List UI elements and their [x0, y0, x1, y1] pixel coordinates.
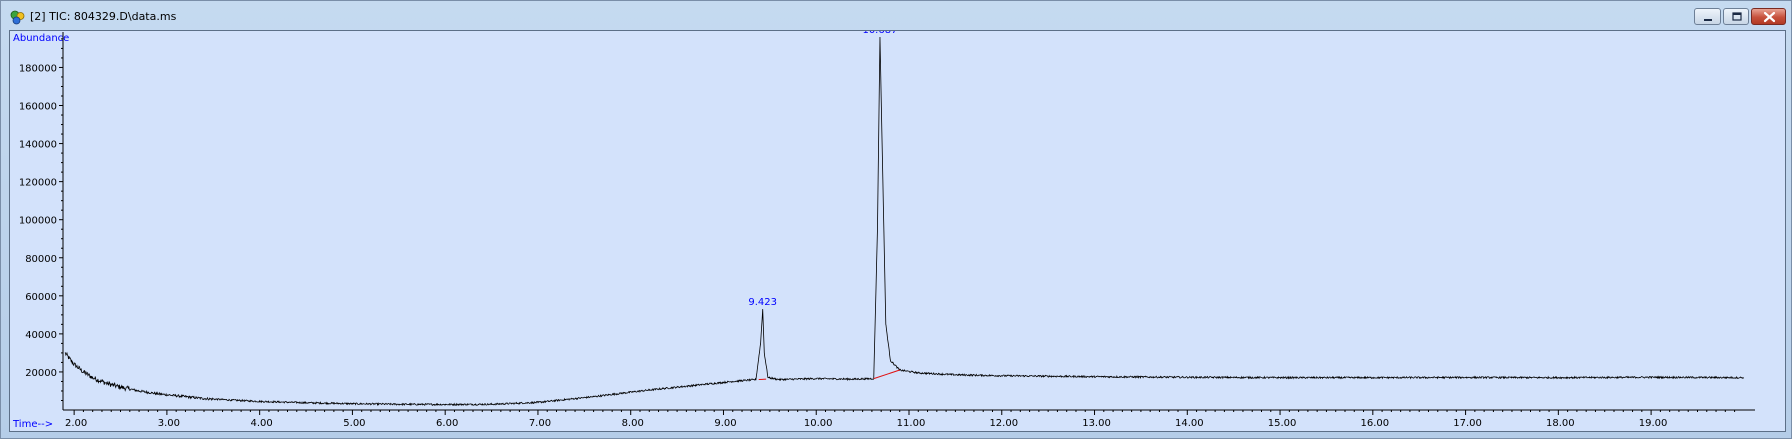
tic-chromatogram[interactable]: 20000 40000 60000 80000 100000 120000 140000 16… [10, 31, 1785, 431]
x-tick-label: 10.00 [804, 418, 833, 429]
y-tick-label: 120000 [19, 178, 57, 189]
peak-label: 10.687 [862, 31, 897, 36]
x-axis-label: Time--> [12, 419, 53, 430]
restore-icon [1732, 12, 1742, 21]
tic-trace-line [64, 36, 1745, 407]
x-tick-label: 11.00 [897, 418, 926, 429]
window-title: [2] TIC: 804329.D\data.ms [30, 10, 177, 23]
y-tick-label: 40000 [25, 330, 57, 341]
x-tick-label: 12.00 [989, 418, 1018, 429]
chromatogram-area[interactable]: 20000 40000 60000 80000 100000 120000 140000 16… [9, 30, 1786, 432]
y-tick-label: 140000 [19, 140, 57, 151]
title-bar[interactable]: [2] TIC: 804329.D\data.ms [1, 1, 1791, 31]
y-tick-label: 180000 [19, 63, 57, 74]
x-tick-label: 18.00 [1546, 418, 1575, 429]
x-tick-label: 5.00 [343, 418, 365, 429]
chemstation-app-icon [10, 10, 25, 25]
restore-button[interactable] [1723, 8, 1749, 25]
close-button[interactable] [1751, 8, 1786, 25]
x-tick-label: 15.00 [1268, 418, 1297, 429]
y-tick-label: 160000 [19, 102, 57, 113]
integration-baseline [873, 369, 900, 380]
y-tick-label: 20000 [25, 368, 57, 379]
x-tick-label: 6.00 [436, 418, 458, 429]
x-tick-label: 14.00 [1175, 418, 1204, 429]
x-tick-label: 13.00 [1082, 418, 1111, 429]
x-tick-label: 17.00 [1453, 418, 1482, 429]
y-axis-label: Abundance [13, 33, 69, 44]
peak-label: 9.423 [748, 297, 777, 308]
x-tick-label: 16.00 [1360, 418, 1389, 429]
x-tick-label: 3.00 [158, 418, 180, 429]
x-tick-label: 19.00 [1639, 418, 1668, 429]
x-tick-label: 4.00 [251, 418, 273, 429]
close-icon [1763, 11, 1776, 23]
y-tick-label: 80000 [25, 254, 57, 265]
y-tick-label: 100000 [19, 216, 57, 227]
y-tick-label: 60000 [25, 292, 57, 303]
minimize-button[interactable] [1694, 8, 1721, 25]
x-tick-label: 8.00 [622, 418, 644, 429]
x-tick-label: 7.00 [529, 418, 551, 429]
minimize-icon [1704, 19, 1712, 21]
x-tick-label: 2.00 [65, 418, 87, 429]
x-tick-label: 9.00 [714, 418, 736, 429]
